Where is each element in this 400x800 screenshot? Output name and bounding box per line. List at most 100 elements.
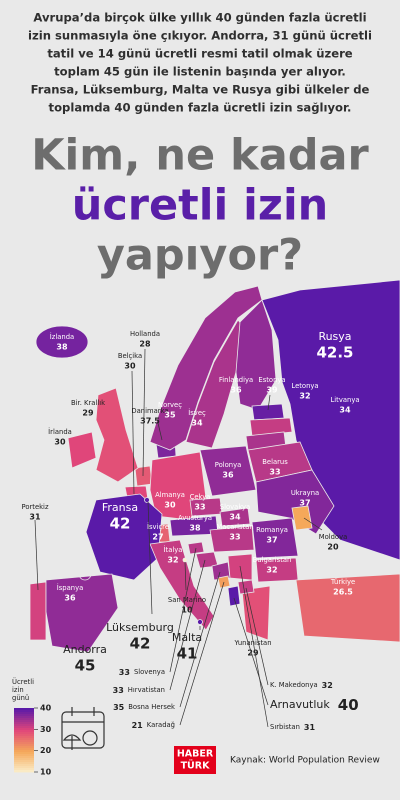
country-value: 33 [229,533,240,542]
country [251,403,285,421]
country-label: 33 Slovenya [119,668,165,677]
country-label: İspanya 36 [57,583,84,603]
legend-title: izin [12,686,24,694]
country-name: Fransa [102,501,138,514]
country-name: Belçika [118,352,142,360]
country [251,517,299,559]
leader-line [34,519,39,591]
country-value: 42.5 [316,344,353,362]
legend-swatch [14,732,34,735]
country-name: Romanya [256,526,288,534]
intro-line: tatil ve 14 günü ücretli resmi tatil olm… [47,47,352,61]
leader-line [233,597,269,706]
country-label: 21 Karadağ [132,721,175,730]
country-value: 32 [299,392,310,401]
country-value: 21 [132,721,144,730]
legend-swatch [14,758,34,761]
country-name: Letonya [291,382,318,390]
intro-line: toplam 45 gün ile listenin başında yer a… [54,65,346,79]
country-value: 37 [266,536,277,545]
legend-swatch [14,710,34,713]
legend-tick-label: 40 [40,704,52,713]
country-name: Belarus [262,458,288,466]
country [227,585,241,607]
country-label-line: Sırbistan 31 [270,723,315,732]
country-label: Litvanya 34 [330,396,359,415]
country [95,387,139,483]
country-name: Polonya [215,461,242,469]
country-name: İsviçre [147,522,169,531]
country-label: İtalya 32 [164,545,183,565]
country-value: 33 [113,686,124,695]
country [182,557,188,563]
source: Kaynak: World Population Review [230,756,380,766]
country-value: 39 [266,386,278,395]
country-value: 36 [64,594,76,603]
country-name: Malta [172,631,202,644]
country-label: Portekiz 31 [21,503,48,522]
country-label: Ukrayna 37 [291,489,319,508]
country [78,567,92,581]
intro-text: Avrupa’da birçok ülke yıllık 40 günden f… [28,11,372,115]
legend-icon [61,707,105,750]
country-value: 38 [56,343,68,352]
country-value: 28 [139,340,151,349]
logo-box [174,746,216,774]
country-name: Bosna Hersek [128,703,175,711]
country-label: Hollanda 28 [130,330,160,349]
country-label-line: 21 Karadağ [132,721,175,730]
country-name: İrlanda [48,427,72,436]
country-name: Ukrayna [291,489,319,497]
country-value: 32 [322,681,333,690]
country-value: 10 [181,606,193,615]
country-name: İzlanda [50,332,74,341]
country-value: 31 [29,513,41,522]
legend-title: Ücretli [12,677,34,686]
country-name: Litvanya [330,396,359,404]
country [85,493,163,581]
country-label: Belarus 33 [262,458,288,477]
legend-swatch [14,748,34,751]
country-name: K. Makedonya [270,681,318,689]
legend-swatch [14,720,34,723]
country-label: Avusturya 38 [178,514,212,533]
legend-swatch [14,760,34,763]
leader-line [147,501,153,615]
country-value: 37 [299,499,310,508]
logo-text: TÜRK [181,761,211,772]
leader-line [303,517,323,531]
country-name: Hollanda [130,330,160,338]
country [29,581,47,641]
country-label: Polonya 36 [215,461,242,480]
legend-tick-label: 30 [40,725,52,734]
country [295,573,400,643]
country-label: Letonya 32 [291,382,318,401]
country-label: Bulgaristan 32 [253,556,292,575]
country-label: Belçika 30 [118,352,142,371]
country-label: Almanya 30 [155,491,185,510]
country-name: İspanya [57,583,84,592]
legend-swatch [14,752,34,755]
country-name: Finlandiya [219,376,253,384]
legend-swatch [14,730,34,733]
country-name: Bir. Krallık [71,399,105,407]
country-label: Norveç 35 [158,401,182,420]
legend-tick-label: 20 [40,746,52,755]
country-name: Yunanistan [233,639,271,647]
intro-line: toplamda 40 günden fazla ücretli izin sa… [49,101,352,115]
country-label: İsviçre 27 [147,522,169,542]
country-name: Macaristan [216,523,253,531]
legend-swatch [14,764,34,767]
country-value: 29 [247,649,259,658]
country-value: 45 [75,657,96,675]
country [35,325,89,359]
country-value: 31 [304,723,316,732]
country-name: Lüksemburg [106,621,174,634]
legend-tick-label: 10 [40,768,52,777]
country-label: İzlanda 38 [50,332,74,352]
legend-swatch [14,740,34,743]
legend-title: günü [12,694,29,702]
